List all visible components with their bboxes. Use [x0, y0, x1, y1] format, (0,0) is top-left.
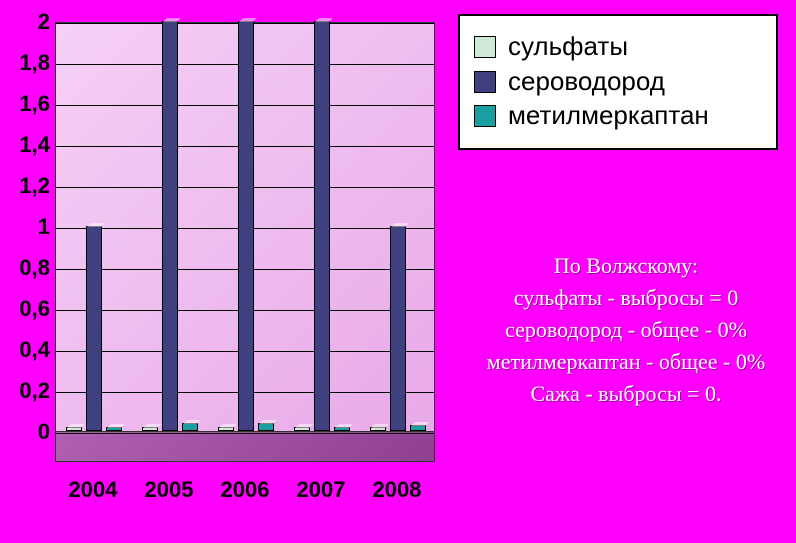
bar-methyl [410, 425, 426, 431]
bar-hydrogen [162, 21, 178, 431]
legend-label: метилмеркаптан [508, 101, 709, 130]
y-tick-label: 2 [0, 9, 50, 35]
bar-sulfaty [294, 427, 310, 431]
y-tick-label: 1,2 [0, 173, 50, 199]
y-tick-label: 1,8 [0, 50, 50, 76]
chart-canvas: 0 0,2 0,4 0,6 0,8 1 1,2 1,4 1,6 1,8 2 200420052006… [0, 0, 796, 543]
x-tick-label: 2007 [283, 477, 359, 503]
info-line: По Волжскому: [456, 250, 796, 282]
y-tick-label: 0,8 [0, 255, 50, 281]
y-tick-label: 1,4 [0, 132, 50, 158]
gridline [56, 433, 434, 434]
bar-sulfaty [66, 427, 82, 431]
info-line: сероводород - общее - 0% [456, 314, 796, 346]
y-tick-label: 1,6 [0, 91, 50, 117]
plot-area [55, 22, 435, 462]
info-line: метилмеркаптан - общее - 0% [456, 346, 796, 378]
legend: сульфаты сероводород метилмеркаптан [458, 14, 778, 150]
info-line: сульфаты - выбросы = 0 [456, 282, 796, 314]
x-tick-label: 2004 [55, 477, 131, 503]
info-line: Сажа - выбросы = 0. [456, 378, 796, 410]
swatch-hydrogen [474, 71, 496, 93]
bar-methyl [182, 423, 198, 431]
info-text: По Волжскому: сульфаты - выбросы = 0 сер… [456, 250, 796, 409]
bar-hydrogen [314, 21, 330, 431]
legend-label: сульфаты [508, 32, 628, 61]
y-tick-label: 0,2 [0, 378, 50, 404]
x-tick-label: 2006 [207, 477, 283, 503]
bar-methyl [106, 427, 122, 431]
swatch-sulfaty [474, 36, 496, 58]
legend-item-methyl: метилмеркаптан [474, 101, 762, 130]
y-tick-label: 0,6 [0, 296, 50, 322]
legend-item-hydrogen: сероводород [474, 67, 762, 96]
legend-label: сероводород [508, 67, 665, 96]
y-tick-label: 0,4 [0, 337, 50, 363]
y-tick-label: 0 [0, 419, 50, 445]
legend-item-sulfaty: сульфаты [474, 32, 762, 61]
swatch-methyl [474, 105, 496, 127]
y-tick-label: 1 [0, 214, 50, 240]
bar-methyl [334, 427, 350, 431]
bar-sulfaty [142, 427, 158, 431]
bar-hydrogen [238, 21, 254, 431]
plot-floor [56, 431, 434, 461]
bar-sulfaty [370, 427, 386, 431]
x-tick-label: 2008 [359, 477, 435, 503]
bar-hydrogen [86, 226, 102, 431]
bar-sulfaty [218, 427, 234, 431]
bar-methyl [258, 423, 274, 431]
bar-hydrogen [390, 226, 406, 431]
x-tick-label: 2005 [131, 477, 207, 503]
